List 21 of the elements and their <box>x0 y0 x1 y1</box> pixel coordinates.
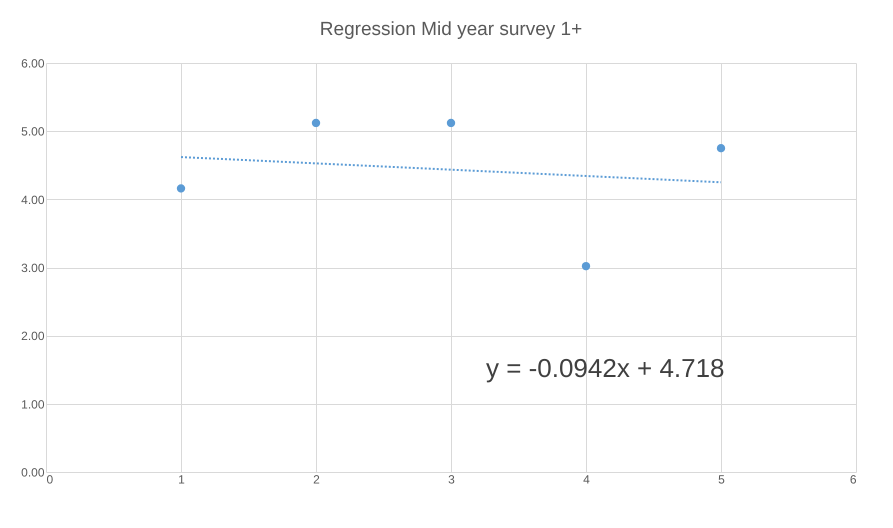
y-tick-label: 0.00 <box>21 466 45 480</box>
x-tick-label: 2 <box>313 472 320 486</box>
y-tick-label: 6.00 <box>21 56 45 70</box>
x-tick-label: 6 <box>850 472 857 486</box>
y-tick-label: 5.00 <box>21 124 45 139</box>
point <box>716 144 726 152</box>
chart-title: Regression Mid year survey 1+ <box>320 19 582 40</box>
y-tick-label: 3.00 <box>21 261 45 275</box>
x-tick-label: 1 <box>178 472 186 486</box>
x-tick-label: 3 <box>448 472 456 486</box>
point <box>446 118 456 128</box>
x-tick-label: 0 <box>46 472 54 486</box>
annotation: y = -0.0942x + 4.718 <box>486 353 725 383</box>
y-tick-label: 2.00 <box>21 329 45 344</box>
x-tick-label: 5 <box>718 472 726 486</box>
y-tick-label: 1.00 <box>21 397 45 412</box>
point <box>312 118 320 128</box>
y-tick-label: 4.00 <box>21 192 45 207</box>
point <box>582 262 590 270</box>
point <box>176 184 186 193</box>
x-tick-label: 4 <box>583 472 590 486</box>
